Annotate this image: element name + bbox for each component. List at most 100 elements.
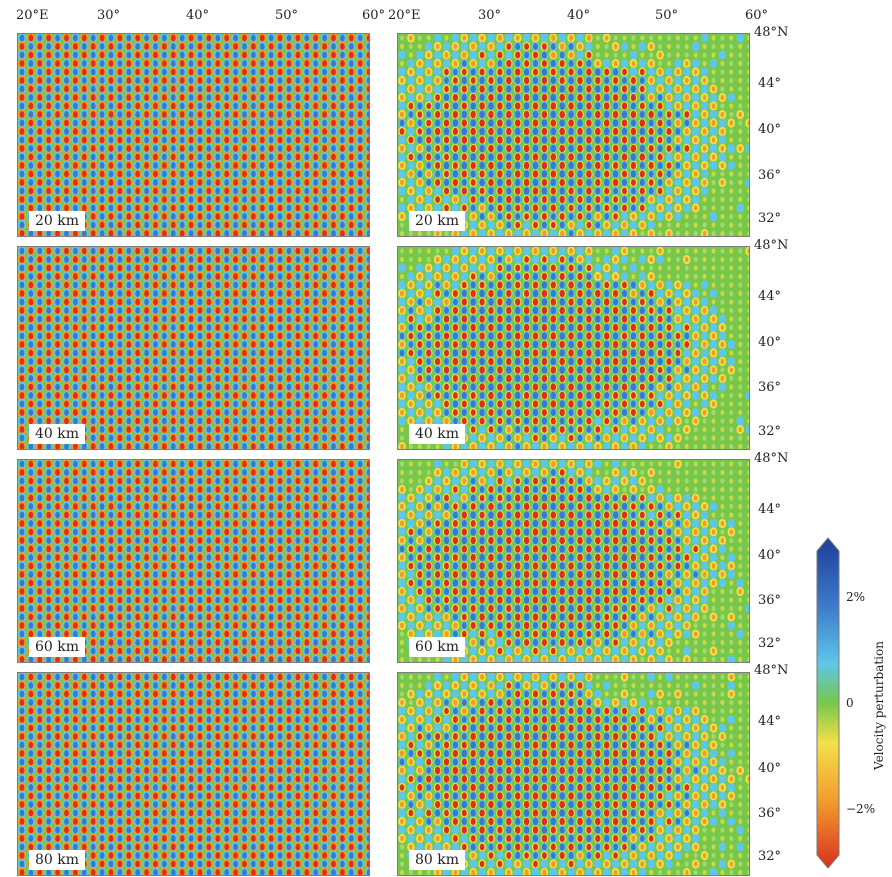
recovered-cell xyxy=(603,136,610,144)
checker-cell xyxy=(108,187,114,195)
checker-cell xyxy=(348,358,354,365)
checker-cell xyxy=(224,162,230,169)
checker-cell xyxy=(366,60,369,67)
checker-cell xyxy=(295,221,301,229)
checker-cell xyxy=(215,290,221,297)
recovered-cell xyxy=(488,221,494,229)
checker-cell xyxy=(313,43,319,50)
checker-cell xyxy=(108,119,114,127)
checker-cell xyxy=(28,68,34,76)
checker-cell xyxy=(286,281,292,289)
recovered-cell xyxy=(595,119,601,127)
recovered-cell xyxy=(639,179,645,186)
checker-cell xyxy=(224,324,230,331)
checker-cell xyxy=(126,281,132,289)
recovered-cell xyxy=(648,77,654,84)
recovered-cell xyxy=(675,94,681,101)
checker-cell xyxy=(188,187,194,195)
checker-cell xyxy=(81,94,87,101)
checker-cell xyxy=(357,111,363,118)
checker-cell xyxy=(251,332,256,340)
recovered-cell xyxy=(541,213,547,220)
recovered-cell xyxy=(675,68,681,76)
recovered-cell-faint xyxy=(729,230,734,236)
checker-cell xyxy=(153,60,158,67)
recovered-cell xyxy=(586,85,592,93)
checker-cell xyxy=(55,281,60,289)
checker-cell xyxy=(357,170,363,178)
recovered-cell-faint xyxy=(613,52,618,58)
checker-cell xyxy=(340,298,345,306)
checker-cell xyxy=(108,230,114,236)
checker-cell xyxy=(331,315,336,323)
checker-cell xyxy=(28,349,34,357)
checker-cell xyxy=(135,281,141,289)
checker-cell xyxy=(286,119,292,127)
checker-cell xyxy=(331,324,336,331)
recovered-cell xyxy=(470,93,476,102)
recovered-cell xyxy=(622,77,627,84)
recovered-cell xyxy=(693,120,698,126)
checker-cell xyxy=(108,332,114,340)
recovered-cell xyxy=(488,153,494,161)
recovered-cell xyxy=(426,43,431,50)
checker-cell xyxy=(331,247,336,255)
checker-cell xyxy=(73,315,78,323)
checker-cell xyxy=(108,256,114,263)
recovered-cell-faint xyxy=(693,52,698,58)
checker-cell xyxy=(259,60,265,67)
checker-cell xyxy=(206,349,212,357)
checker-cell xyxy=(251,85,256,93)
checker-cell xyxy=(224,68,230,76)
checker-cell xyxy=(331,153,336,161)
checker-cell xyxy=(81,153,87,161)
checker-cell xyxy=(331,94,336,101)
checker-cell xyxy=(188,281,194,289)
checker-cell xyxy=(357,102,363,110)
checker-cell xyxy=(135,111,141,118)
checker-cell xyxy=(19,332,25,340)
checker-cell xyxy=(277,85,283,93)
checker-cell xyxy=(108,366,114,374)
recovered-cell xyxy=(417,119,423,127)
recovered-cell xyxy=(577,230,583,236)
recovered-cell xyxy=(462,35,467,41)
checker-cell xyxy=(348,273,354,280)
checker-cell xyxy=(19,60,25,67)
checker-cell xyxy=(242,332,247,340)
recovered-cell xyxy=(622,187,627,195)
recovered-cell xyxy=(702,162,707,169)
checker-cell xyxy=(162,358,167,365)
recovered-cell xyxy=(559,204,565,212)
lon-label-right-30: 30° xyxy=(478,8,502,23)
checker-cell xyxy=(90,85,96,93)
checker-cell xyxy=(64,111,69,118)
recovered-cell xyxy=(542,230,547,236)
checker-cell xyxy=(286,179,292,186)
checker-cell xyxy=(117,341,123,348)
recovered-cell xyxy=(435,102,441,110)
checker-cell xyxy=(206,264,212,272)
recovered-cell xyxy=(408,153,414,161)
recovered-cell xyxy=(577,187,583,195)
checker-cell xyxy=(224,43,230,50)
lon-label-right-20: 20°E xyxy=(388,8,421,23)
checker-cell xyxy=(90,196,96,203)
checker-cell xyxy=(295,77,301,84)
checker-cell xyxy=(259,264,265,272)
checker-cell xyxy=(37,187,43,195)
checker-cell xyxy=(251,204,256,212)
checker-cell xyxy=(357,51,363,59)
recovered-cell xyxy=(729,94,734,101)
checker-cell xyxy=(126,34,132,42)
checker-cell xyxy=(179,187,185,195)
checker-cell xyxy=(251,111,256,118)
checker-cell xyxy=(153,145,158,152)
checker-cell xyxy=(99,341,105,348)
checker-cell xyxy=(90,162,96,169)
checker-cell xyxy=(19,366,25,374)
recovered-cell xyxy=(541,221,547,229)
recovered-cell xyxy=(639,94,645,101)
recovered-cell xyxy=(515,51,521,59)
checker-cell xyxy=(28,162,34,169)
